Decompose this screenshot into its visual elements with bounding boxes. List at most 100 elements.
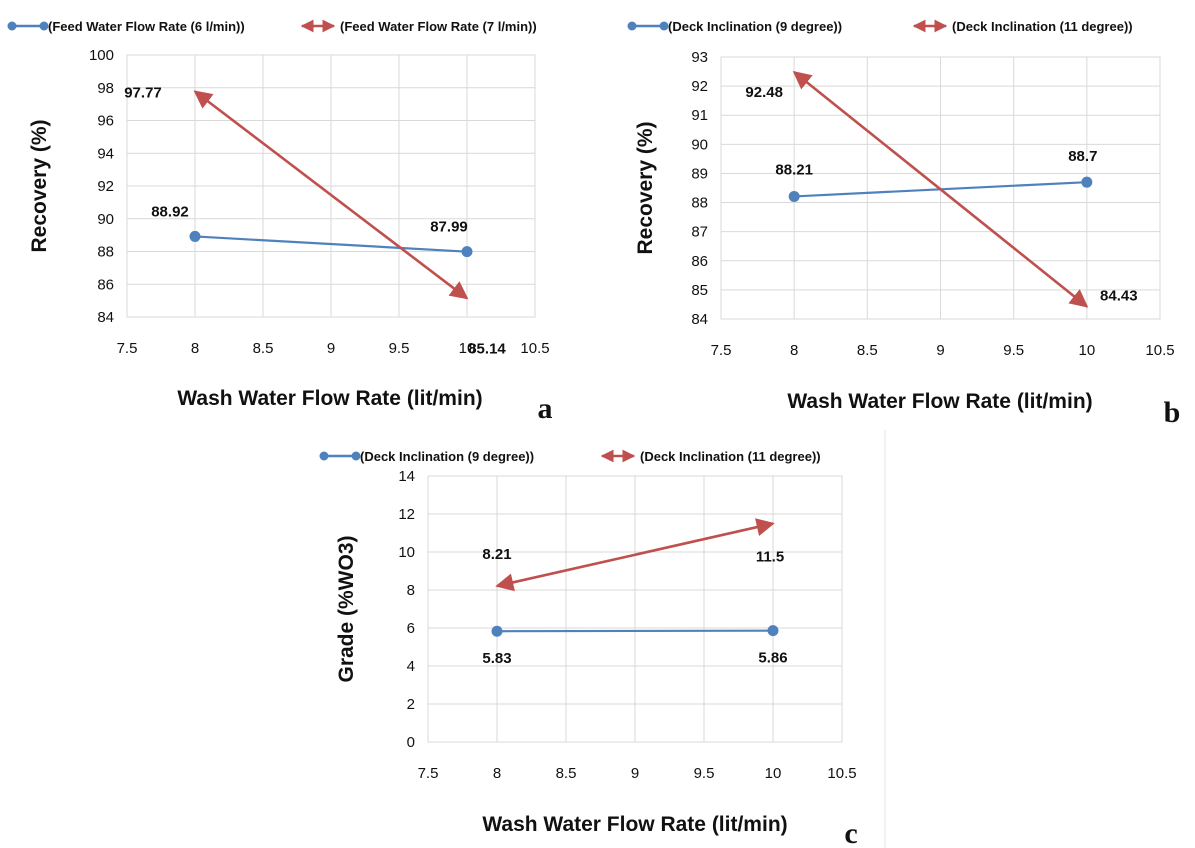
chart-b-y-tick-label: 84 — [691, 311, 708, 328]
chart-c-panel-letter: c — [844, 817, 857, 848]
chart-b-y-tick-label: 92 — [691, 78, 708, 95]
chart-c-y-tick-label: 6 — [407, 620, 415, 637]
chart-a-plot-area — [126, 54, 536, 318]
chart-b-data-label: 92.48 — [745, 84, 783, 101]
chart-b-y-tick-label: 90 — [691, 136, 708, 153]
chart-c-x-tick-label: 10.5 — [827, 765, 856, 782]
chart-c-x-axis-title: Wash Water Flow Rate (lit/min) — [482, 813, 787, 836]
chart-b: 7.5 8 8.5 9 9.5 10 10.5 84 85 86 87 88 89 90 91 92 93 88.… — [627, 19, 1181, 429]
chart-a-x-tick-label: 9 — [327, 340, 335, 357]
chart-b-y-tick-label: 93 — [691, 49, 708, 66]
chart-c: 7.5 8 8.5 9 9.5 10 10.5 0 2 4 6 8 10 12 14 5.83 5.86 8.21… — [319, 430, 886, 848]
chart-c-series-1-point — [767, 625, 779, 637]
chart-b-data-label: 88.21 — [775, 161, 813, 178]
chart-c-series-2-line — [495, 518, 775, 592]
chart-c-plot-area — [427, 475, 843, 743]
chart-a-data-label: 85.14 — [468, 340, 506, 357]
chart-a-data-label: 97.77 — [124, 85, 162, 102]
chart-a-y-tick-label: 88 — [97, 244, 114, 261]
chart-c-series-1-line — [496, 629, 774, 633]
chart-b-series-2-line — [792, 71, 1089, 308]
chart-a-y-tick-label: 96 — [97, 113, 114, 130]
chart-c-x-tick-label: 8 — [493, 765, 501, 782]
chart-a-series-2-line — [193, 90, 469, 300]
chart-c-y-tick-label: 0 — [407, 734, 415, 751]
chart-c-data-label: 5.83 — [482, 650, 511, 667]
chart-a-y-tick-label: 92 — [97, 178, 114, 195]
chart-c-y-tick-label: 14 — [398, 468, 415, 485]
chart-b-panel-letter: b — [1164, 396, 1181, 429]
chart-a-x-tick-label: 8 — [191, 340, 199, 357]
chart-a-legend-marker-1 — [7, 21, 17, 31]
chart-a-x-axis-title: Wash Water Flow Rate (lit/min) — [177, 387, 482, 410]
chart-c-legend-label-1: (Deck Inclination (9 degree)) — [360, 449, 534, 464]
chart-b-legend: (Deck Inclination (9 degree)) (Deck Incli… — [627, 19, 1133, 34]
chart-a-x-tick-label: 8.5 — [253, 340, 274, 357]
chart-b-x-tick-label: 8 — [790, 342, 798, 359]
chart-b-plot-area — [720, 56, 1161, 320]
chart-c-x-tick-label: 7.5 — [418, 765, 439, 782]
chart-a-y-tick-label: 84 — [97, 309, 114, 326]
chart-a-y-tick-label: 100 — [89, 47, 114, 64]
chart-c-legend-label-2: (Deck Inclination (11 degree)) — [640, 449, 821, 464]
chart-b-y-tick-label: 88 — [691, 195, 708, 212]
chart-a-data-label: 87.99 — [430, 219, 468, 236]
chart-b-x-tick-label: 8.5 — [857, 342, 878, 359]
chart-b-legend-marker-1 — [659, 21, 669, 31]
chart-b-y-tick-label: 85 — [691, 282, 708, 299]
chart-c-gridlines — [427, 475, 843, 743]
chart-b-series-1-point — [788, 190, 800, 202]
chart-a: 7.5 8 8.5 9 9.5 10 10.5 84 86 88 90 92 94 96 98 100 88.9… — [7, 19, 553, 425]
chart-b-legend-label-2: (Deck Inclination (11 degree)) — [952, 19, 1133, 34]
chart-a-x-tick-label: 9.5 — [389, 340, 410, 357]
chart-c-series-1-point — [491, 625, 503, 637]
chart-a-y-tick-label: 86 — [97, 276, 114, 293]
chart-a-x-tick-label: 10.5 — [520, 340, 549, 357]
chart-b-data-label: 84.43 — [1100, 287, 1138, 304]
chart-b-legend-marker-1 — [627, 21, 637, 31]
chart-b-x-tick-label: 7.5 — [711, 342, 732, 359]
chart-a-y-tick-label: 90 — [97, 211, 114, 228]
chart-c-y-tick-label: 8 — [407, 582, 415, 599]
chart-c-y-tick-label: 2 — [407, 696, 415, 713]
chart-b-x-tick-label: 9 — [936, 342, 944, 359]
chart-b-series-1-point — [1081, 176, 1093, 188]
chart-a-panel-letter: a — [538, 392, 553, 425]
chart-a-x-tick-label: 10 — [459, 340, 476, 357]
chart-c-data-label: 5.86 — [758, 650, 787, 667]
chart-b-legend-label-1: (Deck Inclination (9 degree)) — [668, 19, 842, 34]
chart-a-y-axis-title: Recovery (%) — [28, 119, 51, 252]
chart-a-x-tick-label: 7.5 — [117, 340, 138, 357]
chart-c-y-tick-label: 4 — [407, 658, 415, 675]
chart-c-legend-marker-1 — [351, 451, 361, 461]
chart-a-legend-label-1: (Feed Water Flow Rate (6 l/min)) — [48, 19, 245, 34]
chart-c-x-tick-label: 9.5 — [694, 765, 715, 782]
chart-c-x-tick-label: 8.5 — [556, 765, 577, 782]
chart-c-x-tick-label: 10 — [765, 765, 782, 782]
chart-a-y-tick-label: 94 — [97, 145, 114, 162]
chart-a-gridlines — [126, 54, 536, 318]
chart-b-y-tick-label: 91 — [691, 107, 708, 124]
chart-c-x-tick-label: 9 — [631, 765, 639, 782]
chart-a-legend-label-2: (Feed Water Flow Rate (7 l/min)) — [340, 19, 537, 34]
chart-c-y-tick-label: 10 — [398, 544, 415, 561]
chart-a-series-1-point — [461, 246, 473, 258]
chart-b-x-axis-title: Wash Water Flow Rate (lit/min) — [787, 390, 1092, 413]
chart-b-y-axis-title: Recovery (%) — [634, 121, 657, 254]
chart-c-legend: (Deck Inclination (9 degree)) (Deck Incli… — [319, 449, 821, 464]
chart-b-y-tick-label: 87 — [691, 224, 708, 241]
chart-b-y-tick-label: 89 — [691, 165, 708, 182]
chart-a-legend: (Feed Water Flow Rate (6 l/min)) (Feed Wa… — [7, 19, 537, 34]
chart-a-y-tick-label: 98 — [97, 80, 114, 97]
chart-a-series-1-point — [189, 230, 201, 242]
chart-c-y-tick-label: 12 — [398, 506, 415, 523]
chart-c-data-label: 8.21 — [482, 546, 511, 563]
chart-c-y-axis-title: Grade (%WO3) — [335, 535, 358, 682]
chart-a-legend-marker-1 — [39, 21, 49, 31]
chart-a-data-label: 88.92 — [151, 203, 189, 220]
chart-b-x-tick-label: 10.5 — [1145, 342, 1174, 359]
chart-b-x-tick-label: 10 — [1078, 342, 1095, 359]
chart-c-data-label: 11.5 — [756, 549, 784, 566]
chart-c-legend-marker-1 — [319, 451, 329, 461]
